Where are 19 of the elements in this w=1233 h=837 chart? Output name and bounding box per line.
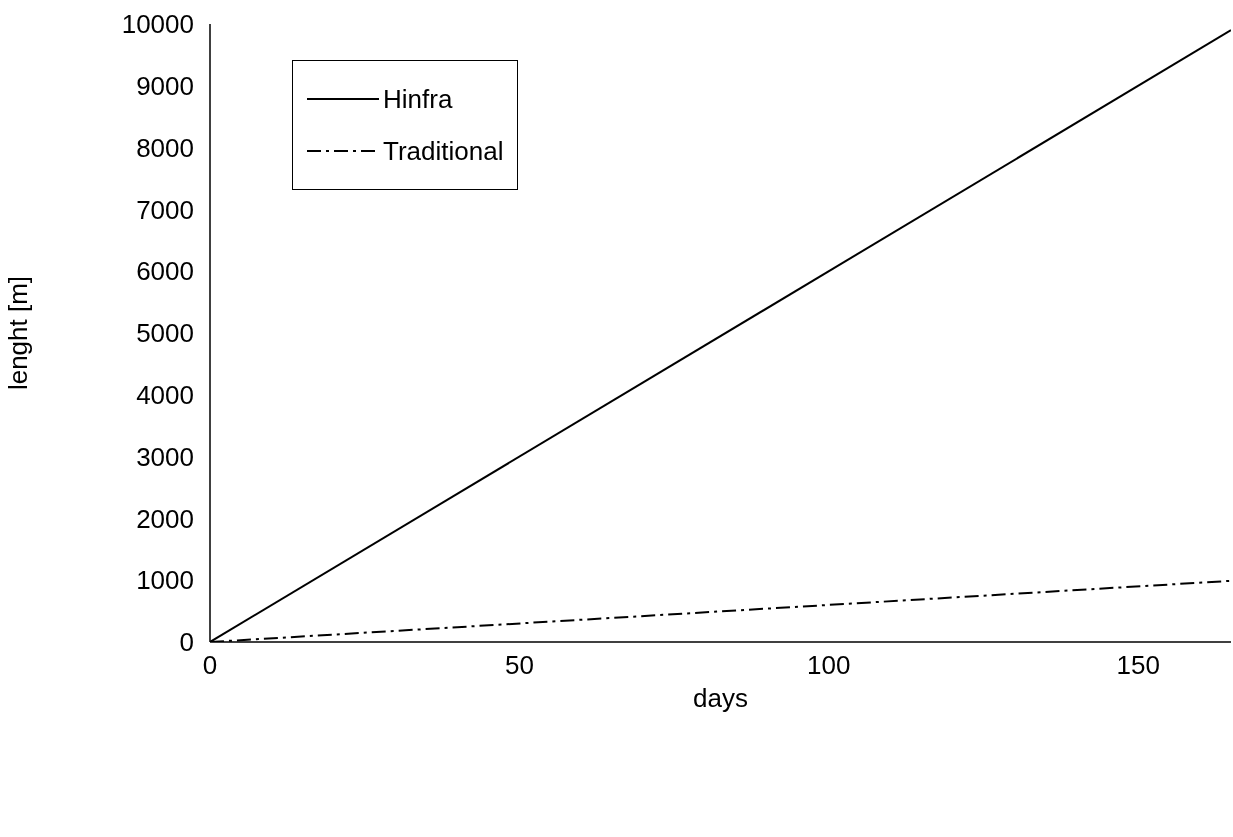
y-tick-label: 1000 <box>136 565 194 596</box>
y-tick-label: 9000 <box>136 71 194 102</box>
y-tick-label: 2000 <box>136 503 194 534</box>
y-tick-label: 5000 <box>136 318 194 349</box>
y-tick-label: 7000 <box>136 194 194 225</box>
y-tick-label: 6000 <box>136 256 194 287</box>
y-tick-label: 10000 <box>121 9 194 40</box>
x-tick-label: 150 <box>1116 650 1160 681</box>
y-tick-label: 8000 <box>136 132 194 163</box>
y-tick-label: 3000 <box>136 441 194 472</box>
y-axis-title: lenght [m] <box>3 275 34 391</box>
x-tick-label: 50 <box>504 650 534 681</box>
x-axis-title: days <box>693 683 748 713</box>
y-tick-label: 0 <box>179 627 194 658</box>
legend-label: Traditional <box>383 135 504 167</box>
x-tick-label: 100 <box>807 650 851 681</box>
y-tick-label: 4000 <box>136 380 194 411</box>
legend-label: Hinfra <box>383 83 453 115</box>
x-tick-label: 0 <box>202 650 218 681</box>
